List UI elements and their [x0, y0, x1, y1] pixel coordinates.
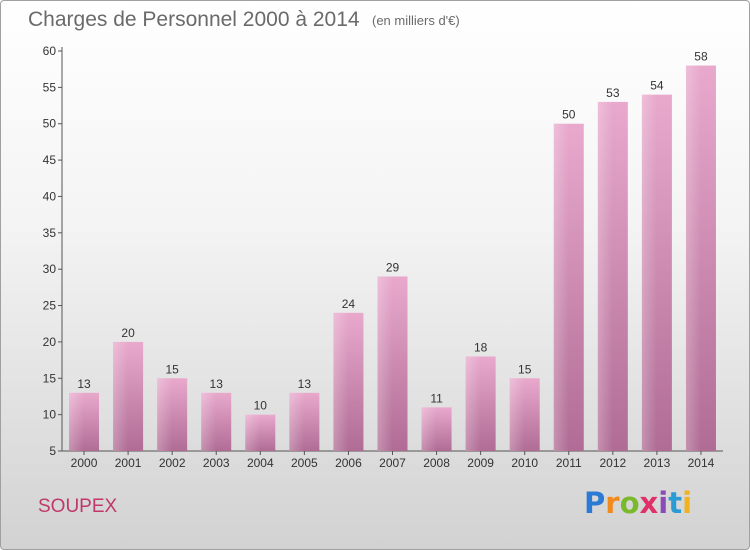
value-label: 11 — [430, 391, 443, 405]
logo-letter: i — [658, 486, 669, 520]
x-tick-label: 2012 — [599, 456, 626, 470]
y-tick-label: 60 — [43, 44, 57, 58]
value-label: 15 — [518, 362, 532, 376]
bar-highlight — [377, 276, 393, 451]
x-tick-label: 2010 — [511, 456, 538, 470]
value-label: 18 — [474, 340, 488, 354]
logo-letter: t — [668, 486, 683, 520]
bar-highlight — [245, 414, 261, 451]
y-tick-label: 35 — [43, 226, 57, 240]
bar-highlight — [421, 407, 437, 451]
y-tick-label: 50 — [43, 117, 57, 131]
bar-highlight — [113, 341, 129, 451]
x-tick-label: 2014 — [688, 456, 715, 470]
bars — [69, 65, 716, 452]
bar-highlight — [553, 123, 569, 452]
y-tick-label: 10 — [43, 408, 57, 422]
x-tick-label: 2009 — [467, 456, 494, 470]
logo-letter: x — [639, 486, 659, 520]
bar-highlight — [201, 392, 217, 451]
value-label: 24 — [342, 297, 356, 311]
y-tick-label: 30 — [43, 262, 57, 276]
bar-highlight — [685, 65, 701, 451]
bar-highlight — [333, 312, 349, 451]
x-tick-label: 2008 — [423, 456, 450, 470]
y-tick-label: 40 — [43, 189, 57, 203]
bar-highlight — [597, 101, 613, 451]
x-tick-label: 2013 — [644, 456, 671, 470]
value-label: 20 — [121, 326, 135, 340]
value-label: 54 — [650, 79, 664, 93]
x-tick-label: 2001 — [115, 456, 142, 470]
value-label: 29 — [386, 260, 400, 274]
value-labels: 13 20 15 13 10 13 24 29 11 18 15 50 53 54 58 — [77, 50, 708, 413]
x-tick-label: 2000 — [71, 456, 98, 470]
x-tick-label: 2003 — [203, 456, 230, 470]
x-tick-label: 2011 — [556, 456, 582, 470]
value-label: 50 — [562, 108, 576, 122]
value-label: 10 — [254, 399, 268, 413]
logo-letter: P — [584, 486, 606, 520]
bar-highlight — [465, 356, 481, 451]
bar-highlight — [509, 378, 525, 451]
chart-title: Charges de Personnel 2000 à 2014 — [28, 8, 360, 31]
logo-letter: o — [619, 486, 640, 520]
x-tick-label: 2007 — [379, 456, 406, 470]
value-label: 13 — [77, 377, 91, 391]
logo-letter: i — [682, 486, 693, 520]
bar-highlight — [641, 94, 657, 452]
value-label: 15 — [165, 362, 179, 376]
x-tick-label: 2005 — [291, 456, 318, 470]
commune-name: SOUPEX — [38, 496, 118, 517]
y-tick-label: 55 — [43, 80, 57, 94]
bar-highlight — [157, 378, 173, 451]
value-label: 13 — [210, 377, 224, 391]
chart-subtitle: (en milliers d'€) — [372, 13, 460, 28]
logo-letter: r — [605, 486, 620, 520]
x-tick-label: 2004 — [247, 456, 274, 470]
y-tick-label: 5 — [49, 444, 56, 458]
y-tick-label: 15 — [43, 371, 57, 385]
y-tick-label: 25 — [43, 299, 57, 313]
value-label: 53 — [606, 86, 620, 100]
value-label: 58 — [694, 50, 708, 64]
value-label: 13 — [298, 377, 312, 391]
bar-highlight — [69, 392, 85, 451]
x-tick-label: 2002 — [159, 456, 186, 470]
y-tick-label: 45 — [43, 153, 57, 167]
y-tick-label: 20 — [43, 335, 57, 349]
bar-highlight — [289, 392, 305, 451]
proxiti-logo[interactable]: Proxiti — [584, 486, 692, 520]
x-tick-label: 2006 — [335, 456, 362, 470]
